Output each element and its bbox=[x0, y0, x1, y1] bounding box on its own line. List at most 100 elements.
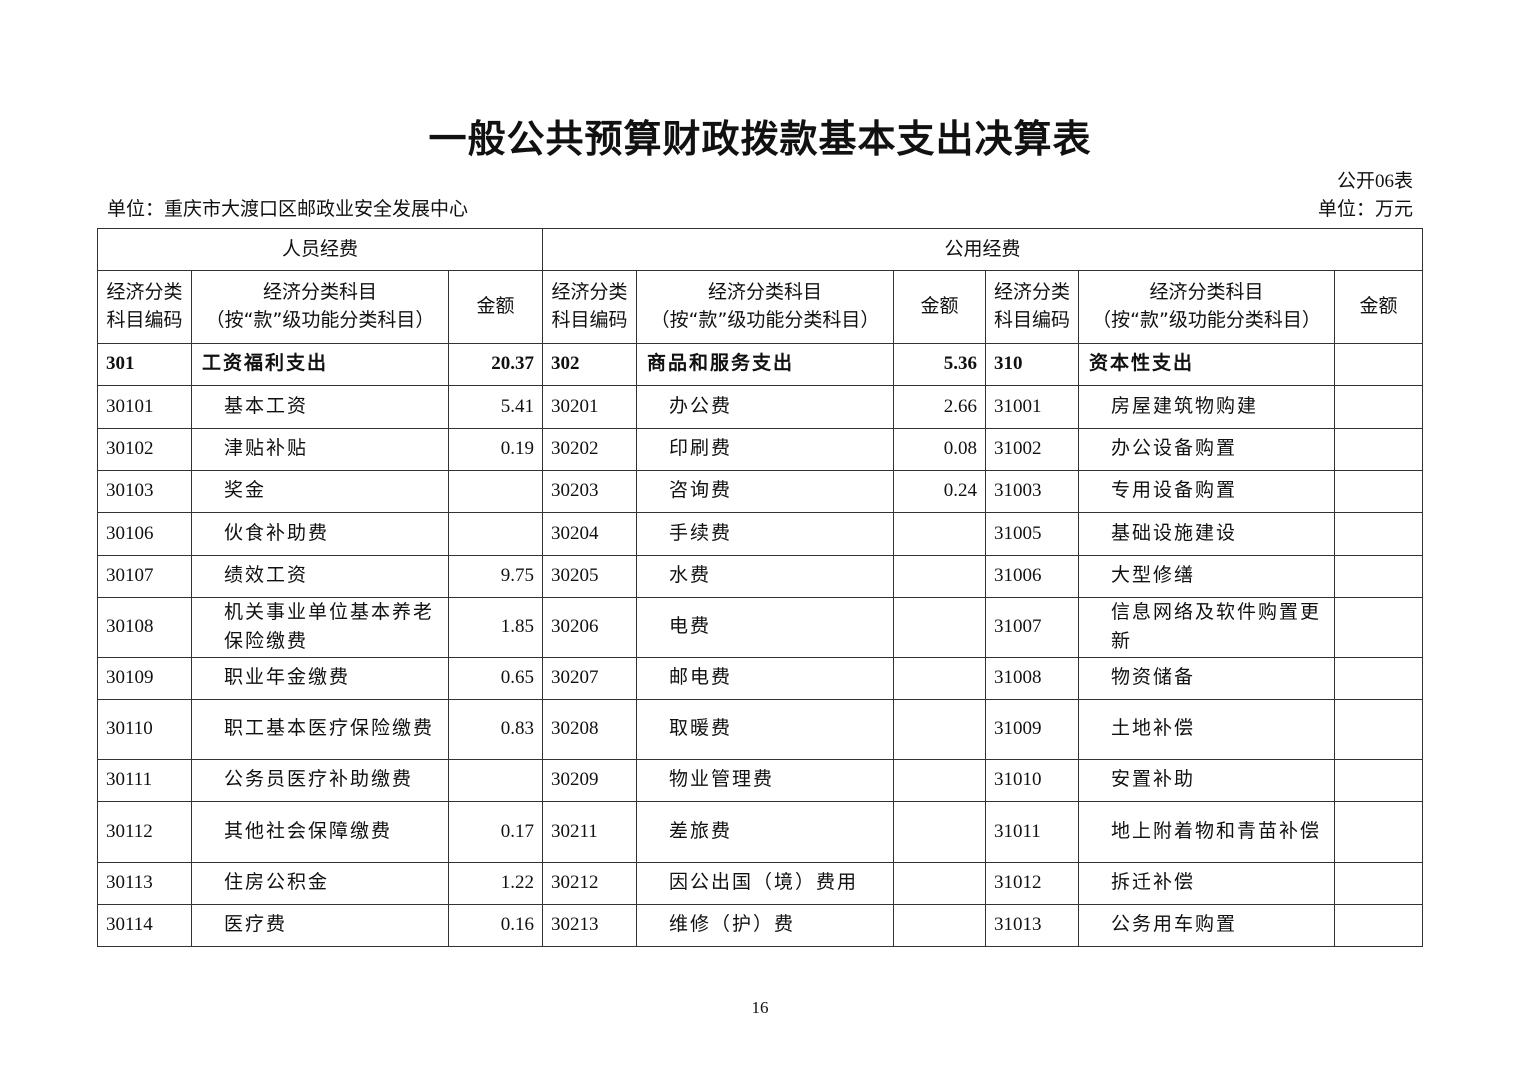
cell-amount bbox=[893, 759, 987, 802]
cell-name: 办公设备购置 bbox=[1078, 428, 1336, 471]
table-row: 30109 职业年金缴费 0.65 30207 邮电费 31008 物资储备 bbox=[97, 657, 1424, 700]
cell-amount bbox=[447, 512, 544, 556]
cell-amount bbox=[893, 904, 987, 947]
cell-code: 30204 bbox=[542, 512, 638, 556]
cell-name: 商品和服务支出 bbox=[636, 343, 895, 386]
cell-name: 电费 bbox=[636, 597, 895, 658]
header-amount: 金额 bbox=[893, 270, 987, 344]
cell-amount: 1.85 bbox=[447, 597, 544, 658]
cell-code: 30101 bbox=[97, 385, 192, 429]
cell-code: 30208 bbox=[542, 699, 638, 760]
cell-amount bbox=[893, 512, 987, 556]
cell-name: 拆迁补偿 bbox=[1078, 862, 1336, 905]
cell-code: 310 bbox=[985, 343, 1080, 386]
cell-name: 专用设备购置 bbox=[1078, 470, 1336, 513]
cell-code: 31012 bbox=[985, 862, 1080, 905]
cell-code: 30114 bbox=[97, 904, 192, 947]
header-amount: 金额 bbox=[447, 270, 544, 344]
cell-amount bbox=[1334, 657, 1424, 700]
table-row: 30113 住房公积金 1.22 30212 因公出国（境）费用 31012 拆迁补偿 bbox=[97, 862, 1424, 905]
page-title: 一般公共预算财政拨款基本支出决算表 bbox=[428, 117, 1092, 161]
cell-code: 30206 bbox=[542, 597, 638, 658]
cell-amount: 0.16 bbox=[447, 904, 544, 947]
table-row: 30106 伙食补助费 30204 手续费 31005 基础设施建设 bbox=[97, 512, 1424, 556]
cell-code: 30111 bbox=[97, 759, 192, 802]
cell-amount: 0.08 bbox=[893, 428, 987, 471]
cell-amount: 2.66 bbox=[893, 385, 987, 429]
cell-code: 30108 bbox=[97, 597, 192, 658]
section-public: 公用经费 bbox=[542, 228, 1424, 271]
cell-name: 其他社会保障缴费 bbox=[191, 801, 449, 863]
table-row: 30114 医疗费 0.16 30213 维修（护）费 31013 公务用车购置 bbox=[97, 904, 1424, 947]
cell-amount bbox=[1334, 699, 1424, 760]
cell-code: 30207 bbox=[542, 657, 638, 700]
cell-code: 30109 bbox=[97, 657, 192, 700]
cell-amount: 1.22 bbox=[447, 862, 544, 905]
expenditure-table: 人员经费 公用经费 经济分类 科目编码 经济分类科目 （按“款”级功能分类科目） 金额经… bbox=[96, 228, 1424, 947]
cell-amount bbox=[893, 555, 987, 598]
cell-code: 31003 bbox=[985, 470, 1080, 513]
cell-code: 31013 bbox=[985, 904, 1080, 947]
cell-code: 30113 bbox=[97, 862, 192, 905]
cell-code: 30102 bbox=[97, 428, 192, 471]
cell-code: 30110 bbox=[97, 699, 192, 760]
unit-currency: 单位：万元 bbox=[1317, 199, 1413, 220]
cell-code: 31002 bbox=[985, 428, 1080, 471]
cell-name: 地上附着物和青苗补偿 bbox=[1078, 801, 1336, 863]
cell-name: 取暖费 bbox=[636, 699, 895, 760]
cell-amount bbox=[447, 759, 544, 802]
cell-name: 物资储备 bbox=[1078, 657, 1336, 700]
cell-name: 住房公积金 bbox=[191, 862, 449, 905]
cell-code: 30211 bbox=[542, 801, 638, 863]
cell-code: 30203 bbox=[542, 470, 638, 513]
cell-amount bbox=[1334, 512, 1424, 556]
cell-name: 咨询费 bbox=[636, 470, 895, 513]
header-amount: 金额 bbox=[1334, 270, 1424, 344]
cell-code: 302 bbox=[542, 343, 638, 386]
cell-name: 公务员医疗补助缴费 bbox=[191, 759, 449, 802]
cell-amount: 9.75 bbox=[447, 555, 544, 598]
table-row: 30107 绩效工资 9.75 30205 水费 31006 大型修缮 bbox=[97, 555, 1424, 598]
header-name: 经济分类科目 （按“款”级功能分类科目） bbox=[1078, 270, 1336, 344]
cell-code: 30106 bbox=[97, 512, 192, 556]
header-name: 经济分类科目 （按“款”级功能分类科目） bbox=[191, 270, 449, 344]
cell-code: 31006 bbox=[985, 555, 1080, 598]
cell-code: 30103 bbox=[97, 470, 192, 513]
cell-name: 维修（护）费 bbox=[636, 904, 895, 947]
table-row: 30108 机关事业单位基本养老保险缴费 1.85 30206 电费 31007 信息网络及… bbox=[97, 597, 1424, 658]
cell-name: 医疗费 bbox=[191, 904, 449, 947]
cell-code: 31010 bbox=[985, 759, 1080, 802]
cell-name: 大型修缮 bbox=[1078, 555, 1336, 598]
form-number: 公开06表 bbox=[1336, 171, 1413, 192]
cell-code: 30213 bbox=[542, 904, 638, 947]
cell-amount bbox=[447, 470, 544, 513]
cell-name: 奖金 bbox=[191, 470, 449, 513]
cell-code: 30202 bbox=[542, 428, 638, 471]
cell-amount bbox=[1334, 904, 1424, 947]
table-row: 30112 其他社会保障缴费 0.17 30211 差旅费 31011 地上附着物和青苗补偿 bbox=[97, 801, 1424, 863]
unit-organization: 单位：重庆市大渡口区邮政业安全发展中心 bbox=[107, 199, 469, 220]
cell-code: 301 bbox=[97, 343, 192, 386]
cell-name: 办公费 bbox=[636, 385, 895, 429]
cell-amount: 0.19 bbox=[447, 428, 544, 471]
table-row: 301 工资福利支出 20.37 302 商品和服务支出 5.36 310 资本性支出 bbox=[97, 343, 1424, 386]
cell-amount bbox=[893, 699, 987, 760]
cell-amount: 0.83 bbox=[447, 699, 544, 760]
cell-code: 31007 bbox=[985, 597, 1080, 658]
cell-code: 31008 bbox=[985, 657, 1080, 700]
cell-name: 差旅费 bbox=[636, 801, 895, 863]
header-code: 经济分类 科目编码 bbox=[97, 270, 192, 344]
cell-amount bbox=[1334, 759, 1424, 802]
cell-amount: 5.36 bbox=[893, 343, 987, 386]
cell-amount: 0.65 bbox=[447, 657, 544, 700]
cell-name: 津贴补贴 bbox=[191, 428, 449, 471]
cell-amount: 0.24 bbox=[893, 470, 987, 513]
cell-code: 31011 bbox=[985, 801, 1080, 863]
cell-amount bbox=[1334, 428, 1424, 471]
cell-amount bbox=[1334, 862, 1424, 905]
cell-name: 公务用车购置 bbox=[1078, 904, 1336, 947]
header-code: 经济分类 科目编码 bbox=[985, 270, 1080, 344]
cell-name: 物业管理费 bbox=[636, 759, 895, 802]
cell-amount bbox=[1334, 343, 1424, 386]
header-name: 经济分类科目 （按“款”级功能分类科目） bbox=[636, 270, 895, 344]
